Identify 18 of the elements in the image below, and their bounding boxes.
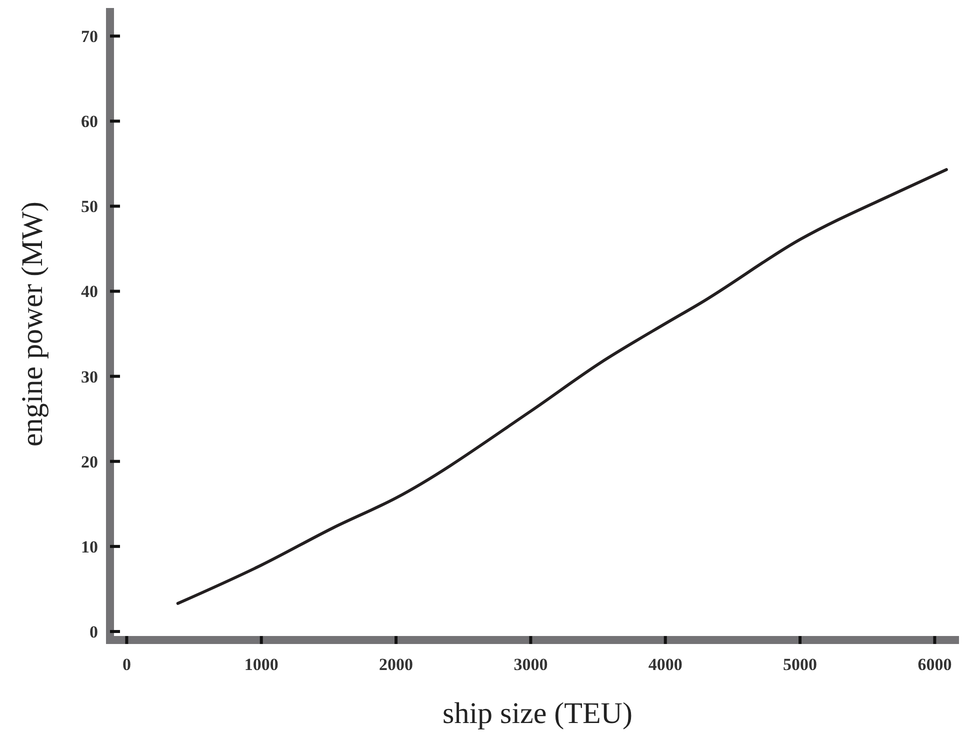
y-tick-label: 20: [81, 452, 98, 472]
x-tick-label: 0: [122, 655, 131, 674]
x-tick-label: 1000: [244, 655, 278, 674]
x-axis-title: ship size (TEU): [442, 697, 632, 730]
y-tick-label: 50: [81, 197, 98, 216]
x-tick-label: 2000: [379, 655, 414, 674]
y-axis-title: engine power (MW): [16, 202, 49, 446]
y-tick-label: 60: [81, 112, 98, 132]
y-tick-label: 0: [90, 622, 98, 642]
x-tick-label: 5000: [783, 655, 818, 674]
y-tick-label: 40: [81, 282, 98, 302]
line-series: [176, 168, 948, 605]
x-tick-label: 4000: [648, 655, 682, 674]
y-tick-label: 70: [81, 27, 98, 46]
x-tick-label: 3000: [514, 655, 548, 674]
y-tick-label: 10: [81, 537, 98, 556]
x-tick-label: 6000: [918, 655, 952, 674]
y-tick-label: 30: [81, 367, 98, 386]
